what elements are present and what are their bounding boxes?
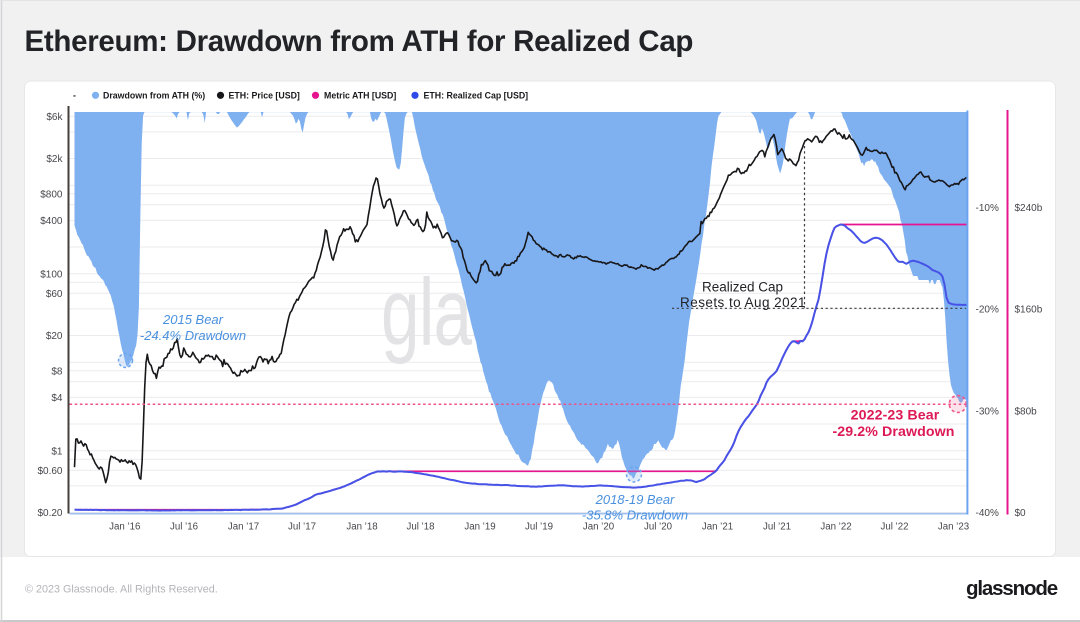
svg-text:-29.2% Drawdown: -29.2% Drawdown bbox=[832, 424, 954, 440]
svg-text:$1: $1 bbox=[51, 446, 63, 457]
svg-text:Jan ’19: Jan ’19 bbox=[464, 522, 495, 533]
svg-text:$0: $0 bbox=[1015, 508, 1027, 519]
svg-text:Jan ’21: Jan ’21 bbox=[702, 522, 733, 533]
svg-text:Jul ’22: Jul ’22 bbox=[880, 522, 908, 533]
svg-text:Jul ’20: Jul ’20 bbox=[644, 522, 673, 533]
svg-text:$0.20: $0.20 bbox=[37, 508, 62, 519]
svg-text:Jan ’16: Jan ’16 bbox=[109, 522, 140, 533]
svg-text:Jan ’20: Jan ’20 bbox=[583, 522, 615, 533]
svg-text:$400: $400 bbox=[40, 216, 63, 227]
svg-text:-20%: -20% bbox=[976, 305, 999, 316]
svg-text:$100: $100 bbox=[40, 269, 63, 280]
svg-text:Jan ’17: Jan ’17 bbox=[228, 522, 259, 533]
svg-text:$800: $800 bbox=[40, 189, 63, 200]
svg-text:Jul ’19: Jul ’19 bbox=[525, 522, 553, 533]
svg-text:$60: $60 bbox=[46, 289, 63, 300]
svg-text:$4: $4 bbox=[51, 393, 63, 404]
svg-text:$8: $8 bbox=[51, 366, 63, 377]
svg-text:ETH: Realized Cap [USD]: ETH: Realized Cap [USD] bbox=[424, 91, 529, 101]
svg-text:Realized Cap: Realized Cap bbox=[702, 280, 783, 295]
svg-text:Jul ’21: Jul ’21 bbox=[763, 522, 791, 533]
svg-text:Jan ’23: Jan ’23 bbox=[938, 522, 969, 533]
svg-text:Jan ’18: Jan ’18 bbox=[346, 522, 377, 533]
svg-text:$6k: $6k bbox=[46, 112, 63, 123]
svg-text:Drawdown from ATH (%): Drawdown from ATH (%) bbox=[103, 91, 205, 101]
svg-text:ETH: Price [USD]: ETH: Price [USD] bbox=[229, 91, 300, 101]
svg-text:2022-23 Bear: 2022-23 Bear bbox=[851, 408, 940, 424]
svg-text:Ethereum: Drawdown from ATH fo: Ethereum: Drawdown from ATH for Realized… bbox=[25, 25, 694, 58]
svg-text:$80b: $80b bbox=[1015, 407, 1038, 418]
svg-text:Jan ’22: Jan ’22 bbox=[820, 522, 851, 533]
svg-text:-30%: -30% bbox=[976, 407, 999, 418]
svg-text:-10%: -10% bbox=[976, 203, 999, 214]
svg-text:Jul ’16: Jul ’16 bbox=[170, 522, 198, 533]
svg-text:Metric ATH [USD]: Metric ATH [USD] bbox=[324, 91, 396, 101]
svg-text:glassnode: glassnode bbox=[966, 577, 1058, 600]
svg-text:© 2023 Glassnode. All Rights R: © 2023 Glassnode. All Rights Reserved. bbox=[25, 584, 218, 596]
svg-text:$0.60: $0.60 bbox=[37, 466, 62, 477]
svg-text:$240b: $240b bbox=[1015, 203, 1043, 214]
svg-text:$20: $20 bbox=[46, 331, 63, 342]
svg-text:$160b: $160b bbox=[1015, 305, 1043, 316]
svg-text:-40%: -40% bbox=[976, 508, 999, 519]
svg-text:Resets to Aug 2021: Resets to Aug 2021 bbox=[680, 295, 806, 310]
svg-text:-35.8% Drawdown: -35.8% Drawdown bbox=[582, 508, 688, 523]
svg-text:$2k: $2k bbox=[46, 154, 63, 165]
svg-text:Jul ’17: Jul ’17 bbox=[288, 522, 316, 533]
svg-text:2015 Bear: 2015 Bear bbox=[162, 312, 224, 327]
svg-text:-: - bbox=[73, 91, 76, 101]
svg-text:Jul ’18: Jul ’18 bbox=[406, 522, 434, 533]
svg-text:-24.4% Drawdown: -24.4% Drawdown bbox=[140, 328, 246, 343]
svg-text:2018-19 Bear: 2018-19 Bear bbox=[595, 492, 675, 507]
